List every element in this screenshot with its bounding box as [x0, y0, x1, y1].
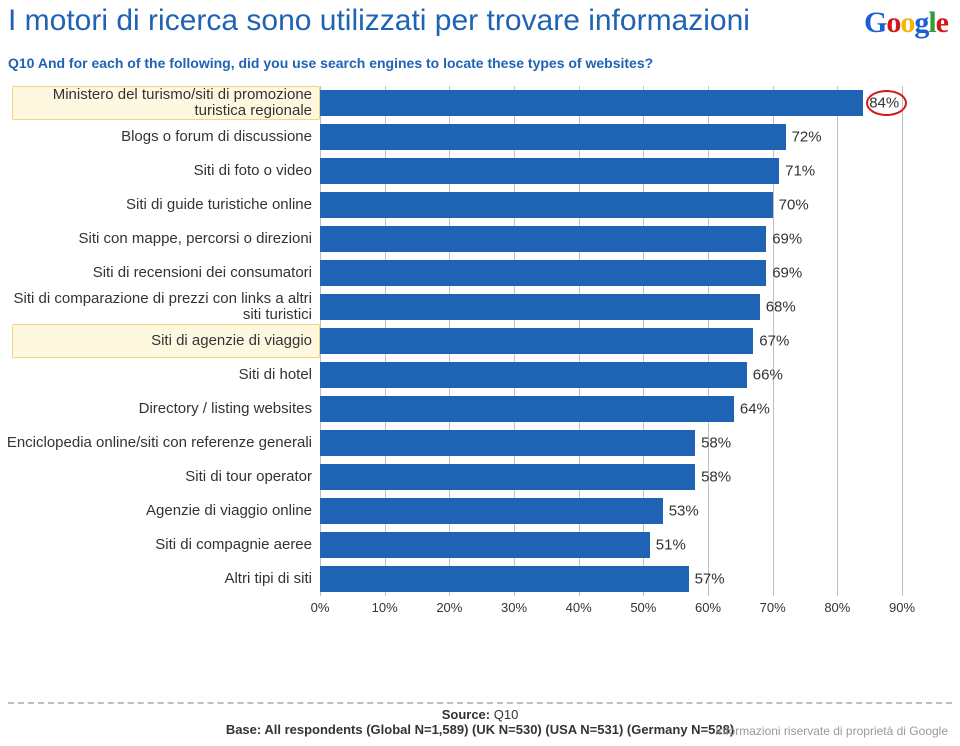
x-tick: 60% — [695, 600, 721, 622]
bar-value: 57% — [695, 571, 725, 588]
category-label: Siti di comparazione di prezzi con links… — [0, 290, 320, 324]
bar-row: Siti di guide turistiche online 70% — [0, 188, 960, 222]
bar — [320, 260, 766, 286]
category-label: Siti con mappe, percorsi o direzioni — [0, 222, 320, 256]
bar — [320, 90, 863, 116]
bar-row: Siti con mappe, percorsi o direzioni 69% — [0, 222, 960, 256]
base-text: Base: All respondents (Global N=1,589) (… — [226, 722, 734, 737]
bar-value: 68% — [766, 299, 796, 316]
proprietary-note: Informazioni riservate di proprietà di G… — [715, 724, 948, 738]
bar — [320, 158, 779, 184]
bar-row: Blogs o forum di discussione 72% — [0, 120, 960, 154]
bar-value: 69% — [772, 265, 802, 282]
category-label: Siti di compagnie aeree — [0, 528, 320, 562]
x-tick: 0% — [311, 600, 330, 622]
bar — [320, 532, 650, 558]
category-label: Altri tipi di siti — [0, 562, 320, 596]
bar — [320, 566, 689, 592]
bar-value: 67% — [759, 333, 789, 350]
bar-row: Siti di comparazione di prezzi con links… — [0, 290, 960, 324]
bar-row: Directory / listing websites 64% — [0, 392, 960, 426]
divider-dashed — [8, 702, 952, 704]
x-tick: 20% — [436, 600, 462, 622]
source-label: Source: — [442, 707, 490, 722]
bar — [320, 464, 695, 490]
x-tick: 70% — [760, 600, 786, 622]
x-tick: 90% — [889, 600, 915, 622]
bar-value: 58% — [701, 469, 731, 486]
category-label: Enciclopedia online/siti con referenze g… — [0, 426, 320, 460]
bar-row: Ministero del turismo/siti di promozione… — [0, 86, 960, 120]
x-tick: 50% — [630, 600, 656, 622]
bar — [320, 328, 753, 354]
bar-row: Enciclopedia online/siti con referenze g… — [0, 426, 960, 460]
x-tick: 10% — [372, 600, 398, 622]
x-tick: 30% — [501, 600, 527, 622]
bar-row: Siti di agenzie di viaggio 67% — [0, 324, 960, 358]
category-label: Siti di agenzie di viaggio — [0, 324, 320, 358]
x-tick: 40% — [566, 600, 592, 622]
bar-value: 53% — [669, 503, 699, 520]
question-subtitle: Q10 And for each of the following, did y… — [8, 55, 653, 71]
category-label: Siti di tour operator — [0, 460, 320, 494]
bar-row: Siti di compagnie aeree 51% — [0, 528, 960, 562]
bar — [320, 498, 663, 524]
bar-value: 58% — [701, 435, 731, 452]
bar-row: Altri tipi di siti 57% — [0, 562, 960, 596]
bar-chart: 0% 10% 20% 30% 40% 50% 60% 70% 80% 90% Ministero d… — [0, 86, 960, 622]
bar — [320, 294, 760, 320]
bar — [320, 430, 695, 456]
google-logo: Google — [864, 6, 948, 40]
highlight-circle — [866, 90, 907, 116]
bar-value: 71% — [785, 163, 815, 180]
bar-value: 70% — [779, 197, 809, 214]
category-label: Siti di hotel — [0, 358, 320, 392]
category-label: Blogs o forum di discussione — [0, 120, 320, 154]
bar-value: 64% — [740, 401, 770, 418]
bar — [320, 396, 734, 422]
bar-value: 69% — [772, 231, 802, 248]
bar-value: 51% — [656, 537, 686, 554]
category-label: Siti di recensioni dei consumatori — [0, 256, 320, 290]
category-label: Agenzie di viaggio online — [0, 494, 320, 528]
category-label: Directory / listing websites — [0, 392, 320, 426]
category-label: Siti di foto o video — [0, 154, 320, 188]
bar — [320, 124, 786, 150]
bar-value: 72% — [792, 129, 822, 146]
bar-row: Siti di hotel 66% — [0, 358, 960, 392]
source-value: Q10 — [490, 707, 518, 722]
bar-row: Agenzie di viaggio online 53% — [0, 494, 960, 528]
bar — [320, 362, 747, 388]
category-label: Siti di guide turistiche online — [0, 188, 320, 222]
bar-value: 66% — [753, 367, 783, 384]
bar-row: Siti di tour operator 58% — [0, 460, 960, 494]
page-title: I motori di ricerca sono utilizzati per … — [8, 4, 750, 38]
bar-row: Siti di foto o video 71% — [0, 154, 960, 188]
category-label: Ministero del turismo/siti di promozione… — [0, 86, 320, 120]
x-tick: 80% — [824, 600, 850, 622]
bar — [320, 192, 773, 218]
bar-row: Siti di recensioni dei consumatori 69% — [0, 256, 960, 290]
bar — [320, 226, 766, 252]
